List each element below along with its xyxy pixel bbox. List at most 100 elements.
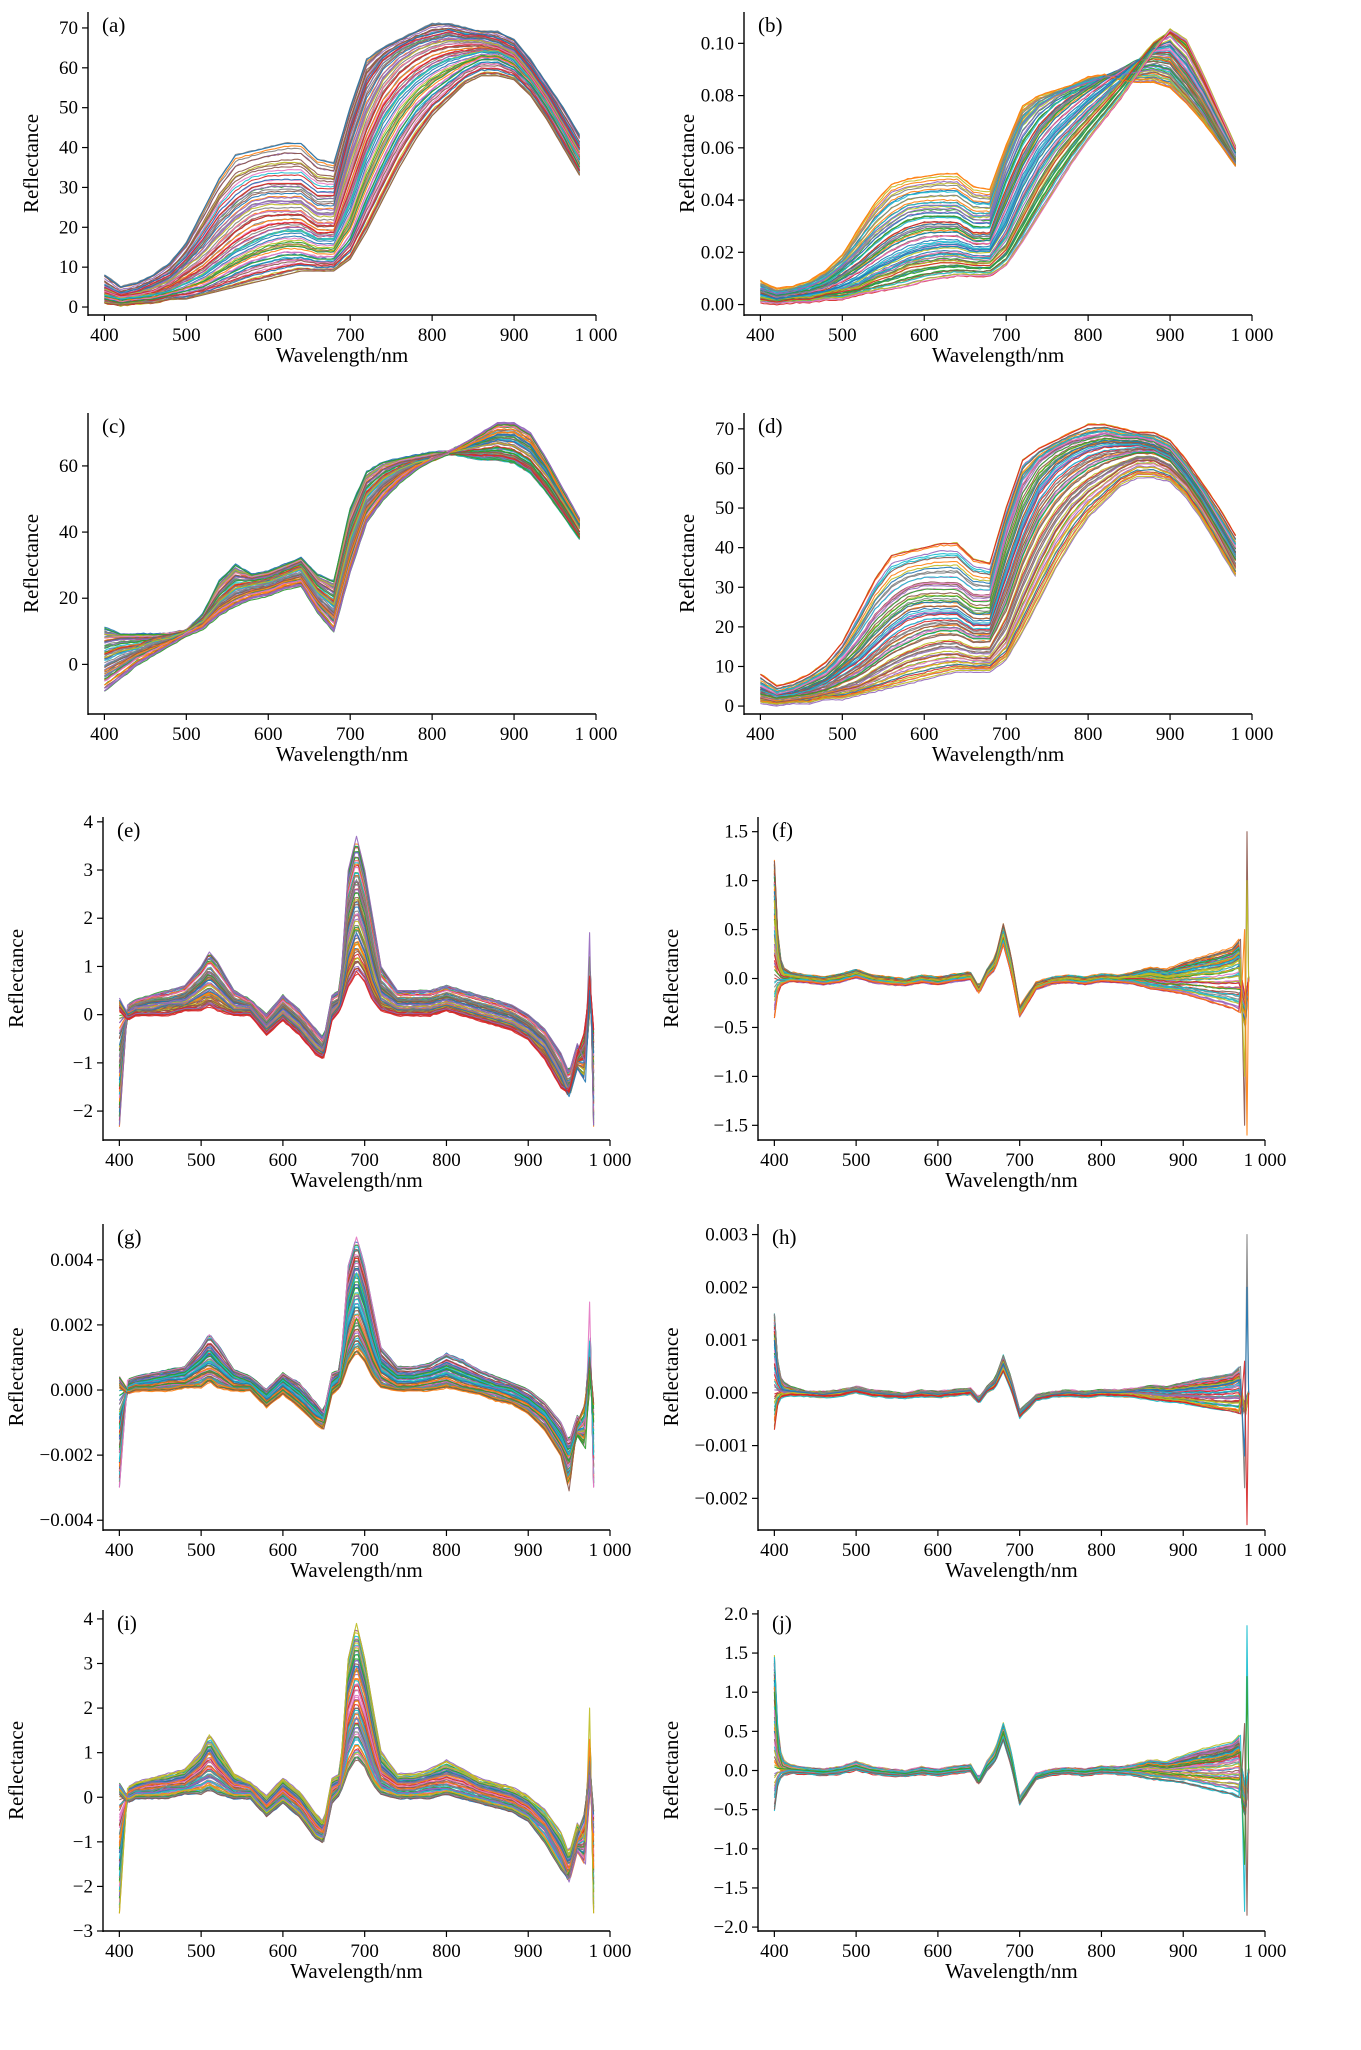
spectrum-line [773, 1668, 1250, 1812]
y-tick-label: −1.5 [714, 1878, 748, 1899]
x-tick-label: 400 [760, 1150, 789, 1171]
series-group [773, 831, 1250, 1136]
spectrum-line [773, 1677, 1250, 1809]
y-tick-label: −0.5 [714, 1800, 748, 1821]
spectrum-line [760, 439, 1237, 695]
spectrum-line [773, 1679, 1250, 1806]
chart-panel-b: 400 500 600 700 800 900 1 000 0.00 0.02 0.04 0.06 0… [675, 12, 1273, 367]
spectrum-line [773, 1663, 1250, 1816]
y-tick-label: 0.5 [724, 920, 748, 941]
spectrum-line [773, 883, 1250, 1022]
spectrum-line [118, 857, 595, 1114]
x-tick-label: 800 [1074, 724, 1103, 745]
spectrum-line [118, 1622, 595, 1914]
spectrum-line [118, 835, 595, 1126]
panel-label: (j) [772, 1611, 792, 1635]
x-tick-label: 500 [172, 325, 201, 346]
x-tick-label: 500 [828, 724, 857, 745]
spectrum-line [118, 1654, 595, 1885]
series-group [773, 1625, 1250, 1916]
spectrum-line [118, 1689, 595, 1870]
spectrum-line [760, 430, 1237, 694]
spectrum-line [760, 58, 1237, 297]
panel-label: (a) [102, 13, 125, 37]
spectrum-line [118, 1260, 595, 1468]
spectrum-line [773, 891, 1250, 1014]
spectrum-line [104, 46, 581, 299]
y-tick-label: −1.5 [714, 1115, 748, 1136]
x-axis-label: Wavelength/nm [276, 343, 408, 367]
spectrum-line [118, 1660, 595, 1879]
y-tick-label: 0.002 [705, 1277, 748, 1298]
y-tick-label: 0.02 [701, 242, 734, 263]
x-axis-label: Wavelength/nm [932, 742, 1064, 766]
chart-panel-h: 400 500 600 700 800 900 1 000 −0.002 −0.001 0.000… [659, 1224, 1286, 1582]
x-tick-label: 400 [105, 1941, 134, 1962]
y-tick-label: 0.06 [701, 138, 734, 159]
y-tick-label: 30 [59, 177, 78, 198]
x-tick-label: 700 [992, 325, 1021, 346]
y-tick-label: 1 [84, 1743, 94, 1764]
spectrum-line [118, 900, 595, 1086]
series-group [773, 1234, 1250, 1526]
spectrum-line [773, 1685, 1250, 1808]
spectrum-line [119, 1712, 595, 1875]
y-tick-label: 0.08 [701, 86, 734, 107]
y-tick-label: −2 [73, 1876, 93, 1897]
spectrum-line [118, 876, 595, 1093]
y-tick-label: 40 [59, 522, 78, 543]
spectrum-line [104, 69, 581, 307]
y-tick-label: 0 [84, 1787, 94, 1808]
spectrum-line [104, 28, 581, 292]
y-axis-label: Reflectance [659, 1721, 683, 1820]
x-tick-label: 600 [269, 1941, 298, 1962]
y-tick-label: 1.0 [724, 1682, 748, 1703]
spectrum-line [118, 1756, 595, 1879]
spectrum-line [773, 1625, 1250, 1912]
spectrum-line [773, 867, 1250, 1025]
y-tick-label: 30 [715, 577, 734, 598]
x-tick-label: 600 [269, 1540, 298, 1561]
x-tick-label: 800 [432, 1941, 461, 1962]
spectrum-line [773, 1674, 1250, 1811]
spectrum-line [118, 843, 595, 1127]
spectrum-line [104, 424, 581, 682]
spectrum-line [104, 43, 581, 298]
spectrum-line [773, 895, 1250, 1015]
x-tick-label: 500 [828, 325, 857, 346]
y-tick-label: 2.0 [724, 1604, 748, 1625]
spectrum-line [104, 23, 581, 288]
y-tick-label: 0.002 [50, 1315, 93, 1336]
spectrum-line [118, 856, 595, 1116]
x-tick-label: 900 [514, 1540, 543, 1561]
y-tick-label: 0.0 [724, 969, 748, 990]
x-tick-label: 400 [90, 325, 119, 346]
spectrum-line [104, 72, 581, 305]
x-tick-label: 900 [514, 1941, 543, 1962]
y-axis-label: Reflectance [19, 114, 43, 213]
spectrum-line [118, 957, 595, 1091]
x-tick-label: 500 [187, 1150, 216, 1171]
spectrum-line [119, 920, 595, 1091]
spectrum-line [118, 850, 595, 1121]
y-tick-label: −1 [73, 1832, 93, 1853]
spectrum-line [773, 863, 1250, 1029]
spectrum-line [119, 1752, 595, 1875]
spectrum-line [760, 30, 1237, 302]
x-tick-label: 1 000 [589, 1540, 632, 1561]
x-tick-label: 700 [1005, 1941, 1034, 1962]
x-tick-label: 400 [760, 1941, 789, 1962]
spectrum-line [773, 892, 1250, 1017]
spectrum-line [773, 873, 1250, 1025]
spectrum-line [773, 1664, 1250, 1814]
spectrum-line [773, 1659, 1250, 1818]
y-tick-label: 4 [84, 1609, 94, 1630]
y-tick-label: 2 [84, 908, 94, 929]
x-tick-label: 1 000 [1244, 1540, 1287, 1561]
spectrum-line [773, 1682, 1250, 1804]
x-tick-label: 900 [1169, 1540, 1198, 1561]
spectrum-line [760, 463, 1237, 703]
y-tick-label: −0.002 [695, 1488, 748, 1509]
y-tick-label: −3 [73, 1921, 93, 1942]
spectrum-line [773, 1658, 1250, 1817]
